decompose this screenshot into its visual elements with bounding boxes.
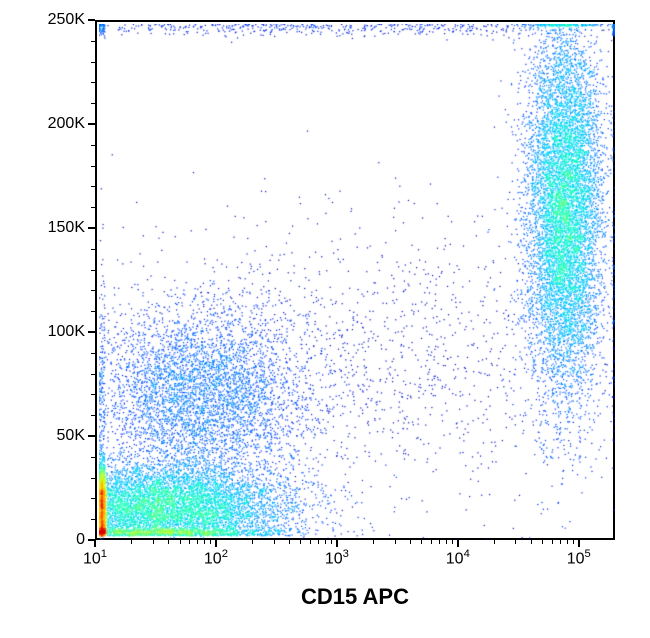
y-tick-label: 200K [48, 115, 85, 133]
y-tick-label: 0 [76, 531, 85, 549]
x-tick-label: 103 [325, 548, 349, 568]
figure: Side Scatter CD15 APC 050K100K150K200K25… [0, 0, 650, 638]
plot-area [95, 20, 615, 540]
y-tick-label: 100K [48, 323, 85, 341]
scatter-canvas [99, 24, 615, 540]
y-tick-label: 50K [57, 427, 85, 445]
x-tick-label: 104 [446, 548, 470, 568]
y-tick-label: 250K [48, 11, 85, 29]
x-tick-label: 105 [567, 548, 591, 568]
x-tick-label: 101 [83, 548, 107, 568]
y-tick-label: 150K [48, 219, 85, 237]
x-axis-label: CD15 APC [301, 584, 409, 610]
x-tick-label: 102 [204, 548, 228, 568]
